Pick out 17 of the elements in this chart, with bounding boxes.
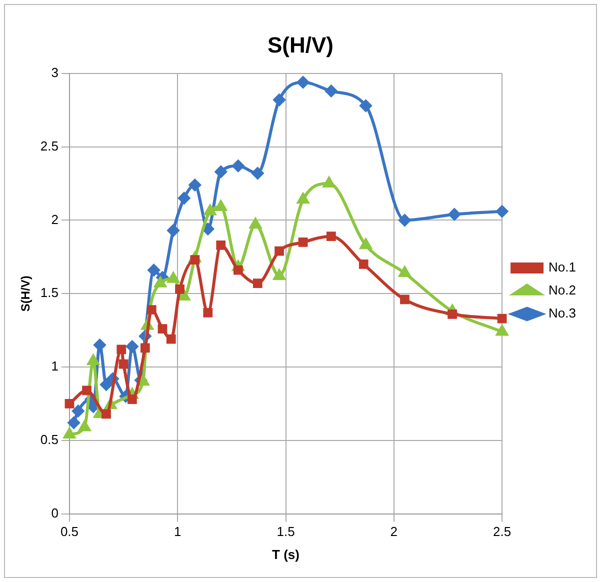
x-tick-label: 2.5	[493, 524, 512, 540]
legend-label: No.2	[548, 282, 576, 298]
x-tick-label: 2	[390, 524, 398, 540]
y-tick-label: 0	[51, 505, 58, 520]
y-tick-label: 2.5	[40, 138, 58, 154]
y-axis-title: S(H/V)	[18, 276, 33, 312]
x-tick-label: 1.5	[276, 524, 295, 540]
y-tick-label: 0.5	[40, 432, 58, 447]
y-tick-label: 1	[51, 358, 58, 374]
x-tick-label: 1	[174, 524, 182, 540]
y-tick-label: 3	[51, 64, 58, 80]
x-axis-title: T (s)	[272, 546, 300, 562]
y-tick-label: 2	[51, 212, 58, 227]
y-tick-label: 1.5	[40, 285, 58, 300]
chart-title: S(H/V)	[268, 32, 334, 58]
legend-label: No.3	[548, 306, 576, 321]
legend-label: No.1	[548, 260, 576, 275]
